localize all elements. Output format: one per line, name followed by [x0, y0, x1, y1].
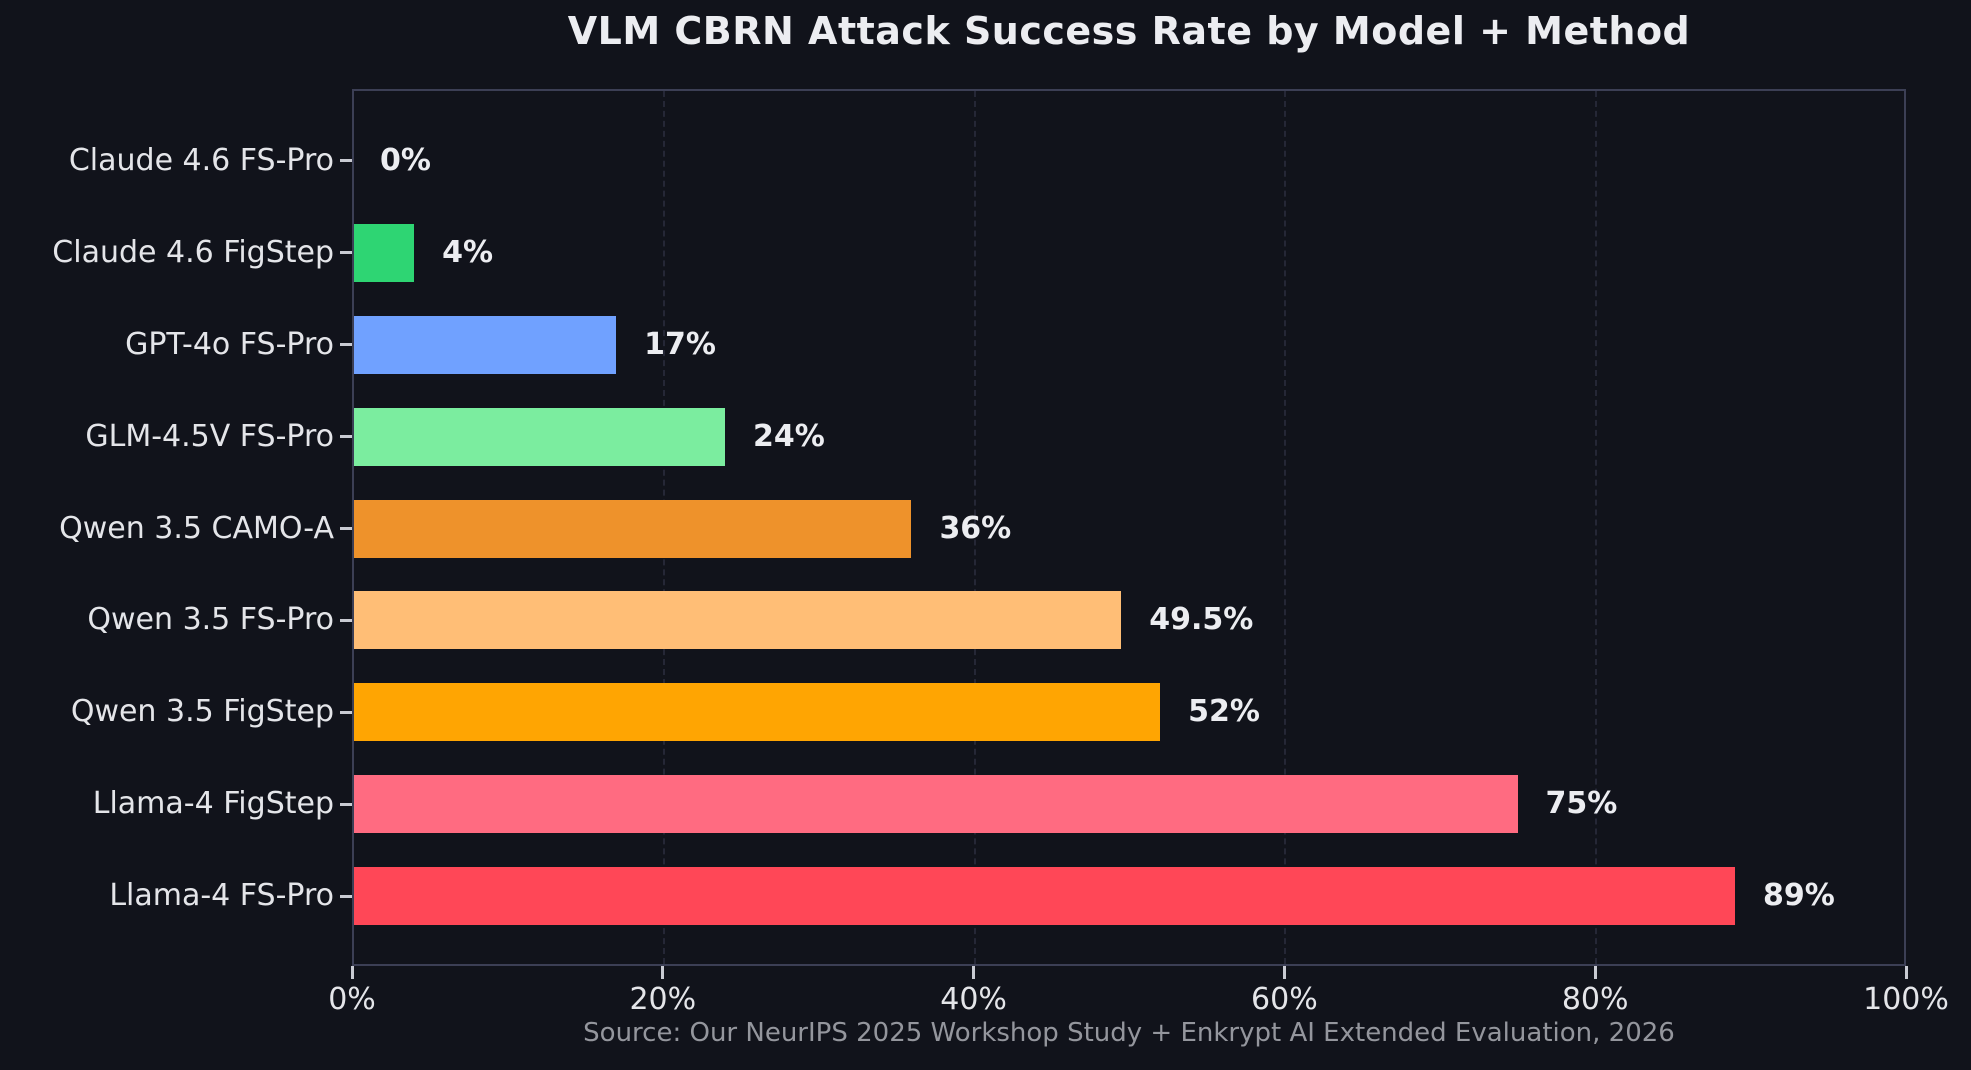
- bar-value-label: 75%: [1545, 786, 1618, 822]
- gridline-40: [973, 91, 976, 964]
- y-tick-mark: [340, 251, 352, 255]
- x-tick-label: 60%: [1251, 982, 1318, 1017]
- y-tick-mark: [340, 894, 352, 898]
- bar: [354, 407, 725, 466]
- y-axis-label: GPT-4o FS-Pro: [125, 326, 334, 362]
- bar: [354, 867, 1736, 926]
- bar: [354, 223, 415, 282]
- gridline-60: [1284, 91, 1287, 964]
- x-tick-mark: [661, 966, 665, 979]
- y-axis-label: Qwen 3.5 FigStep: [70, 694, 334, 730]
- bar: [354, 683, 1161, 742]
- bar-value-label: 36%: [939, 510, 1012, 546]
- bar: [354, 591, 1122, 650]
- x-tick-mark: [1904, 966, 1908, 979]
- y-axis-label: Qwen 3.5 FS-Pro: [87, 602, 334, 638]
- y-tick-mark: [340, 435, 352, 439]
- chart-title: VLM CBRN Attack Success Rate by Model + …: [567, 9, 1691, 53]
- bar-value-label: 4%: [442, 234, 494, 270]
- bar: [354, 315, 617, 374]
- y-axis-label: GLM-4.5V FS-Pro: [85, 418, 334, 454]
- y-tick-mark: [340, 159, 352, 163]
- y-axis-label: Llama-4 FigStep: [92, 786, 334, 822]
- x-tick-label: 80%: [1561, 982, 1629, 1017]
- gridline-80: [1595, 91, 1598, 964]
- x-tick-mark: [972, 966, 976, 979]
- x-tick-label: 100%: [1863, 982, 1949, 1017]
- bar-value-label: 24%: [752, 418, 825, 454]
- bar-value-label: 0%: [380, 142, 431, 178]
- x-tick-mark: [1593, 966, 1597, 979]
- y-axis-label: Claude 4.6 FS-Pro: [68, 142, 334, 178]
- y-tick-mark: [340, 343, 352, 347]
- source-caption: Source: Our NeurIPS 2025 Workshop Study …: [583, 1018, 1675, 1048]
- bar-value-label: 52%: [1188, 694, 1260, 730]
- x-tick-label: 0%: [328, 982, 376, 1017]
- x-tick-mark: [1282, 966, 1286, 979]
- x-tick-label: 20%: [629, 982, 697, 1017]
- bar: [354, 775, 1518, 834]
- y-axis-label: Llama-4 FS-Pro: [109, 878, 334, 914]
- bar: [354, 499, 912, 558]
- x-tick-label: 40%: [940, 982, 1007, 1017]
- bar-value-label: 89%: [1763, 878, 1835, 914]
- y-tick-mark: [340, 527, 352, 530]
- y-axis-label: Qwen 3.5 CAMO-A: [59, 510, 334, 546]
- y-tick-mark: [340, 618, 352, 622]
- y-tick-mark: [340, 710, 352, 714]
- y-axis-label: Claude 4.6 FigStep: [52, 234, 334, 270]
- y-tick-mark: [340, 802, 352, 806]
- bar-value-label: 49.5%: [1149, 602, 1254, 638]
- bar-value-label: 17%: [644, 326, 716, 362]
- x-tick-mark: [350, 966, 354, 979]
